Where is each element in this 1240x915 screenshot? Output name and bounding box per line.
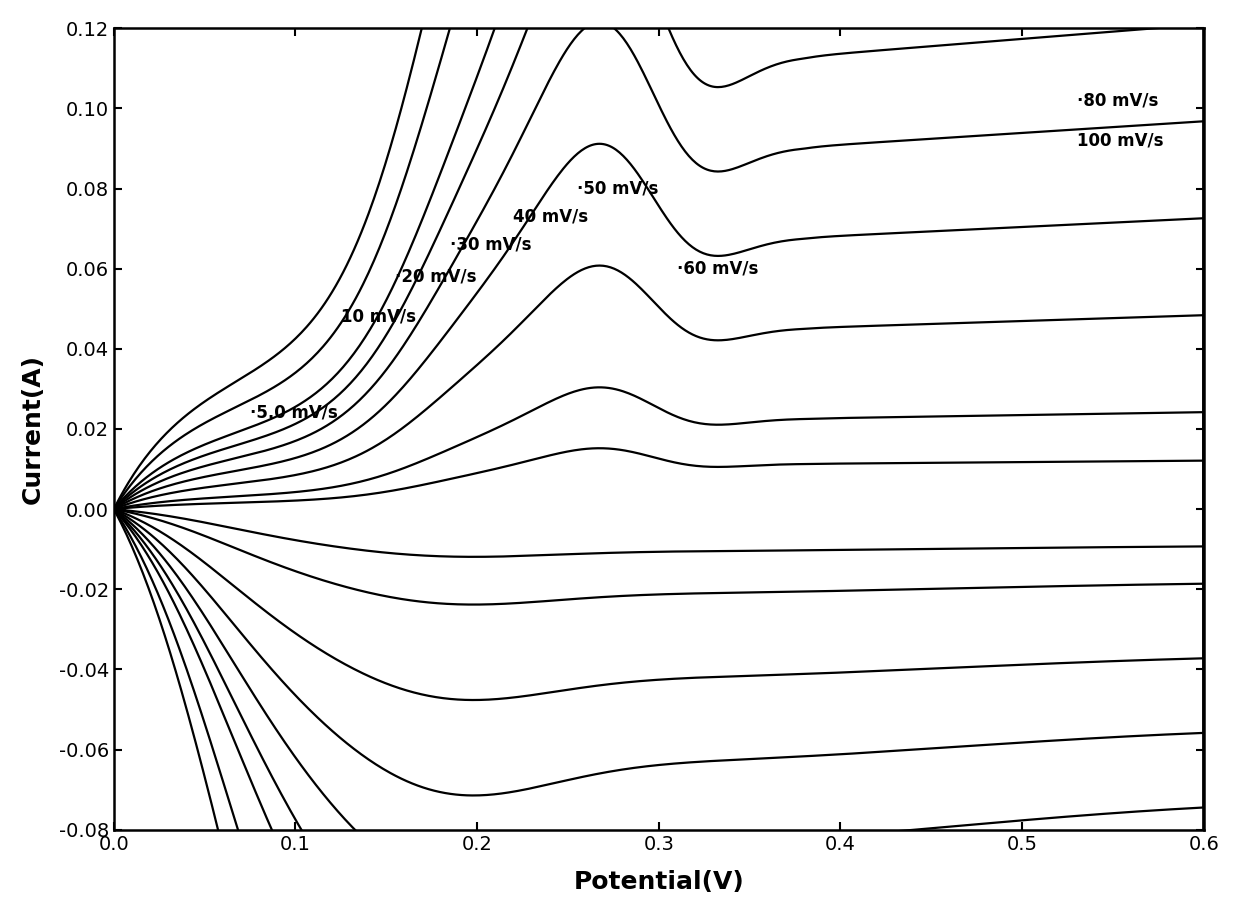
Text: ·50 mV/s: ·50 mV/s <box>577 179 658 198</box>
Text: 10 mV/s: 10 mV/s <box>341 307 415 326</box>
Text: ·5.0 mV/s: ·5.0 mV/s <box>250 404 337 422</box>
Text: ·60 mV/s: ·60 mV/s <box>677 260 759 278</box>
X-axis label: Potential(V): Potential(V) <box>573 870 744 894</box>
Text: ·30 mV/s: ·30 mV/s <box>450 236 532 253</box>
Y-axis label: Current(A): Current(A) <box>21 354 45 504</box>
Text: ·80 mV/s: ·80 mV/s <box>1076 92 1158 110</box>
Text: 40 mV/s: 40 mV/s <box>513 208 589 226</box>
Text: 100 mV/s: 100 mV/s <box>1076 132 1163 149</box>
Text: ·20 mV/s: ·20 mV/s <box>396 268 477 285</box>
